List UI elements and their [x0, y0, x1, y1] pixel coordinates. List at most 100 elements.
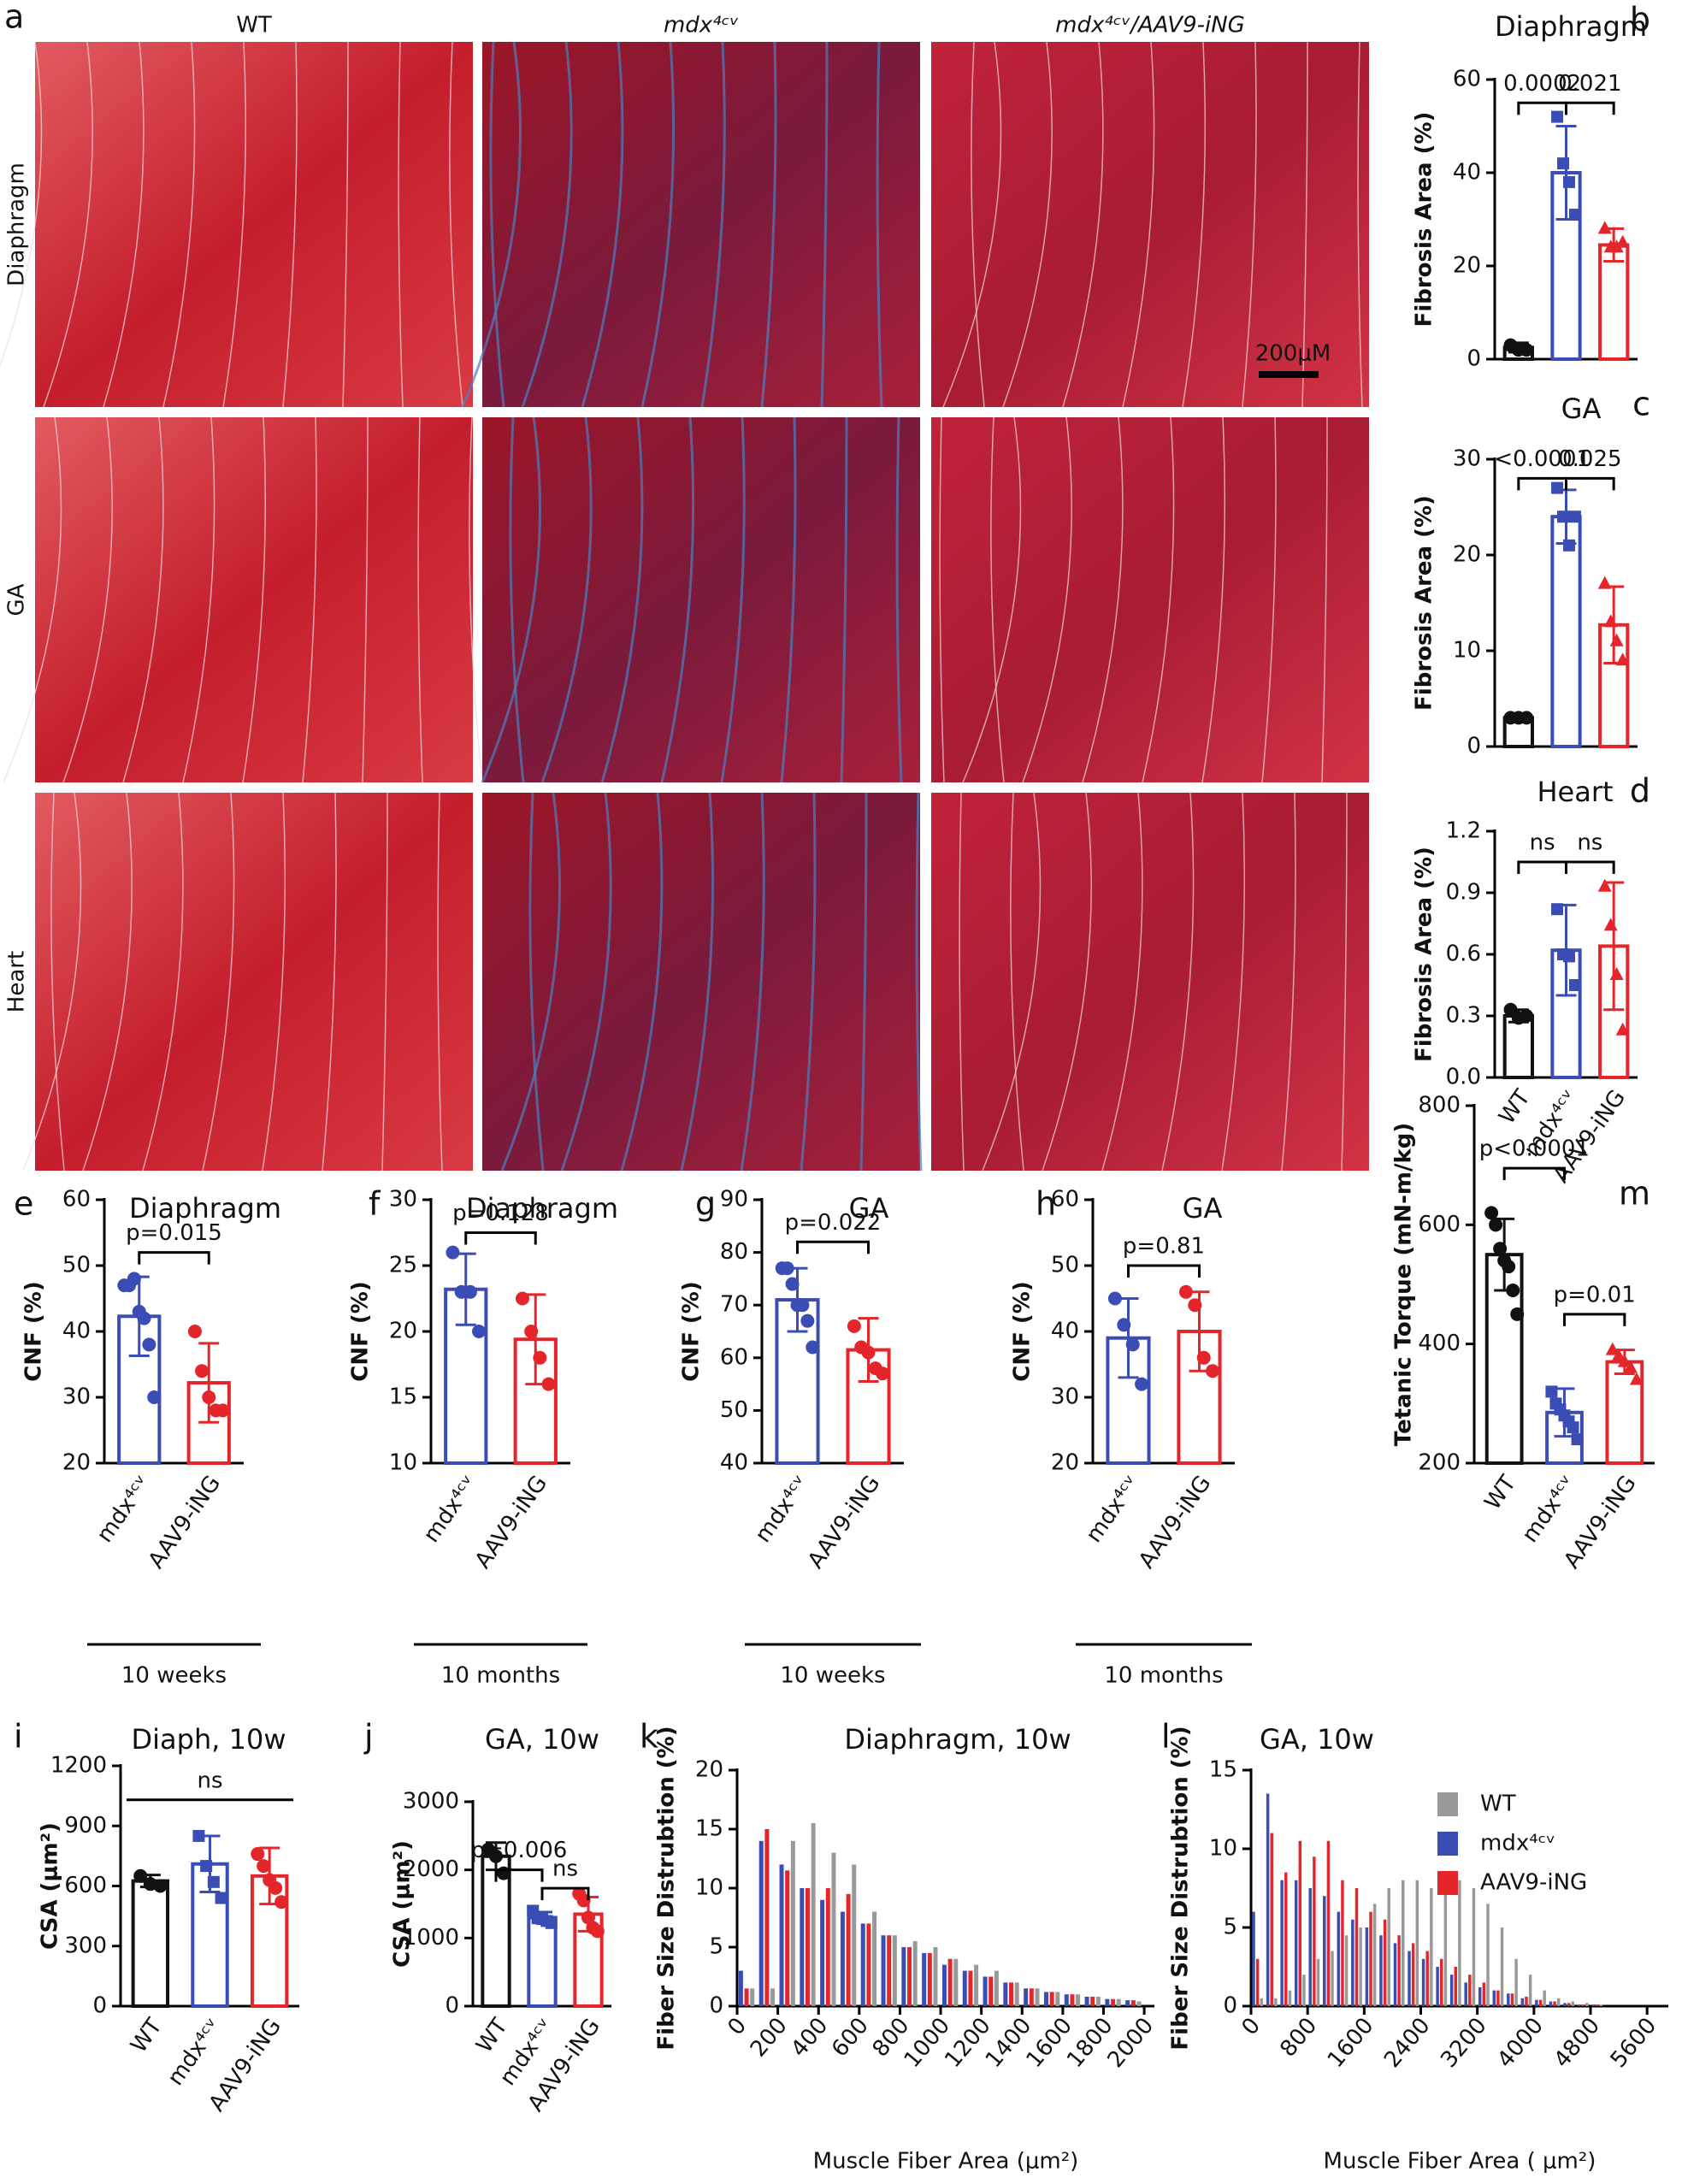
- histogram-bar: [1116, 1998, 1121, 2006]
- histogram-bar: [1043, 1992, 1048, 2006]
- panel-label: i: [14, 1718, 23, 1756]
- significance-bracket: [1563, 1313, 1626, 1326]
- data-point: [1545, 1385, 1558, 1398]
- data-point: [515, 1291, 529, 1306]
- tissue-streak: [103, 41, 145, 408]
- data-point: [861, 1345, 876, 1360]
- scale-bar: [1259, 371, 1319, 378]
- data-point: [780, 1261, 794, 1276]
- x-tick-label: WT: [126, 2014, 167, 2057]
- significance-bracket: [1565, 101, 1615, 115]
- group-label: 10 months: [1104, 1663, 1223, 1689]
- histogram-bar: [1260, 1998, 1264, 2006]
- histogram-bar: [1029, 1988, 1034, 2006]
- histology-image: [931, 793, 1369, 1171]
- y-tick-label: 15: [389, 1384, 417, 1410]
- x-tick-label: 1600: [1021, 2013, 1077, 2073]
- histogram-bar: [1136, 2001, 1142, 2006]
- tissue-streak: [182, 416, 215, 783]
- tissue-streak: [342, 41, 349, 408]
- tissue-streak: [509, 416, 525, 783]
- tissue-streak: [417, 416, 423, 783]
- y-tick-label: 20: [62, 1450, 91, 1476]
- histology-image: [35, 42, 473, 407]
- y-tick-label: 40: [62, 1319, 91, 1344]
- data-point: [1551, 903, 1564, 916]
- tissue-streak: [1101, 792, 1143, 1172]
- histogram-bar: [1014, 1982, 1019, 2006]
- histogram-bar: [1599, 2004, 1603, 2006]
- histogram-bar: [800, 1888, 805, 2006]
- histogram-bar: [1440, 1958, 1443, 2006]
- histogram-bar: [968, 1970, 973, 2006]
- y-axis-label: CNF (%): [21, 1281, 47, 1381]
- x-tick-label: 1200: [940, 2013, 996, 2073]
- y-tick-label: 1.2: [1446, 818, 1481, 844]
- histogram-bar: [1076, 1994, 1081, 2006]
- histogram-bar: [785, 1870, 790, 2006]
- histogram-bar: [1365, 1927, 1369, 2006]
- histogram-bar: [1274, 1998, 1278, 2006]
- annotation: <0.0001: [1494, 446, 1591, 472]
- chart-title: Diaphragm: [129, 1192, 281, 1225]
- tissue-streak: [142, 792, 184, 1172]
- x-tick-label: WT: [1480, 1471, 1521, 1514]
- chart-title: Diaphragm: [466, 1192, 618, 1225]
- y-tick-label: 300: [64, 1933, 107, 1958]
- histogram-bar: [1049, 1992, 1054, 2006]
- histogram-bar: [1543, 1990, 1546, 2006]
- tissue-streak: [481, 416, 541, 783]
- tissue-streak: [600, 416, 644, 783]
- tissue-streak: [971, 41, 985, 408]
- y-axis-label: CNF (%): [1010, 1281, 1036, 1381]
- data-point: [1520, 711, 1534, 725]
- column-header: WT: [236, 13, 272, 38]
- y-tick-label: 10: [1209, 1836, 1237, 1862]
- histogram-bar: [887, 1935, 892, 2006]
- data-point: [215, 1892, 227, 1904]
- data-point: [1615, 1022, 1630, 1036]
- significance-bracket: [138, 1251, 210, 1265]
- x-axis-label: Muscle Fiber Area ( μm²): [1324, 2149, 1596, 2175]
- histogram-bar: [1478, 1986, 1482, 2006]
- tissue-streak: [1042, 792, 1092, 1172]
- histogram-bar: [1252, 1911, 1255, 2006]
- histogram-bar: [1302, 1974, 1306, 2006]
- panel-label: d: [1630, 772, 1650, 810]
- panel-label: c: [1632, 386, 1650, 423]
- y-axis-label: Fiber Size Distrubtion (%): [1168, 1726, 1194, 2050]
- data-point: [187, 1325, 202, 1338]
- histogram-bar: [1331, 1951, 1334, 2006]
- y-tick-label: 70: [720, 1292, 748, 1318]
- y-tick-label: 50: [1051, 1253, 1079, 1278]
- tissue-streak: [1182, 41, 1207, 408]
- data-point: [1617, 1354, 1632, 1367]
- chart-title: GA: [1183, 1192, 1223, 1225]
- tissue-streak: [800, 792, 817, 1172]
- tissue-streak: [1221, 792, 1246, 1172]
- y-tick-label: 30: [389, 1187, 417, 1213]
- y-tick-label: 10: [695, 1875, 723, 1901]
- histogram-bar: [811, 1823, 816, 2006]
- histogram-bar: [1425, 1951, 1429, 2006]
- data-point: [1568, 209, 1581, 221]
- data-point: [1623, 1360, 1638, 1373]
- histogram-bar: [1284, 1872, 1288, 2006]
- x-tick-label: 4800: [1549, 2013, 1606, 2073]
- histogram-bar: [881, 1935, 886, 2006]
- histogram-bar: [1486, 1904, 1490, 2006]
- y-tick-label: 20: [1453, 253, 1481, 279]
- chart-title: GA, 10w: [485, 1723, 599, 1756]
- data-point: [446, 1245, 460, 1260]
- histogram-bar: [1510, 1993, 1514, 2006]
- histogram-bar: [1323, 1896, 1326, 2006]
- tissue-streak: [489, 41, 505, 408]
- x-tick-label: 0: [723, 2013, 752, 2040]
- x-tick-label: 2400: [1379, 2013, 1436, 2073]
- data-point: [207, 1875, 220, 1888]
- annotation: ns: [1530, 830, 1555, 856]
- significance-bracket: [494, 1868, 544, 1882]
- histogram-bar: [758, 1840, 764, 2006]
- y-tick-label: 3000: [403, 1789, 459, 1815]
- data-point: [847, 1319, 861, 1333]
